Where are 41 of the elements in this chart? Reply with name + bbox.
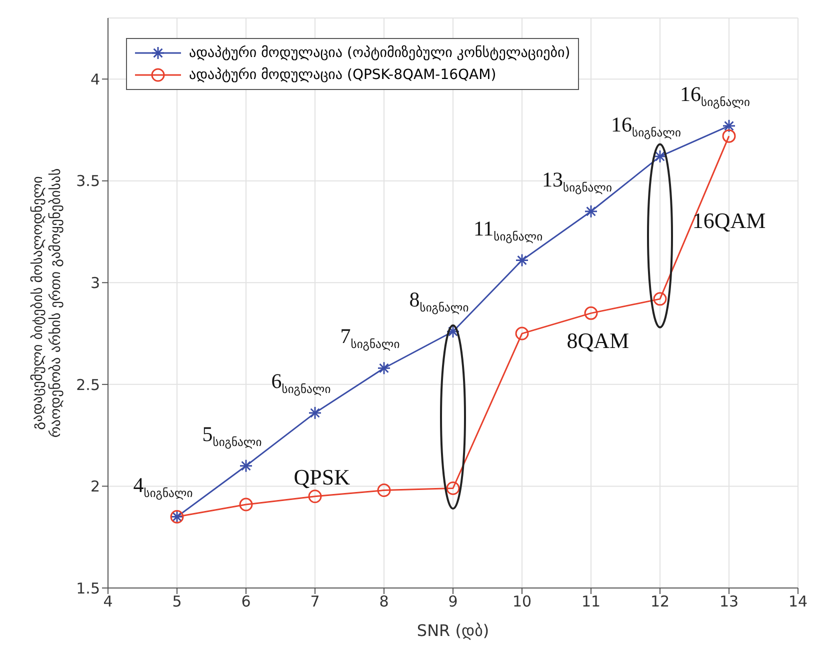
legend-label: ადაპტური მოდულაცია (ოპტიმიზებული კონსტელაციები): [189, 44, 570, 63]
x-tick-label: 13: [719, 592, 739, 611]
annotation: 8QAM: [566, 328, 630, 353]
point: [239, 498, 253, 512]
y-axis-title: გადაცემული ბიტების მოსალოდნელი რაოდენობა არხის ერთი გამოყენებისას: [30, 168, 64, 438]
annotation: 8$_{სიგნალი}$: [409, 287, 469, 315]
y-tick-label: 1.5: [76, 579, 100, 598]
annotation: 13$_{სიგნალი}$: [542, 167, 612, 195]
annotation: 4$_{სიგნალი}$: [133, 472, 193, 500]
point: [308, 490, 322, 504]
x-tick-label: 11: [581, 592, 601, 611]
x-tick-label: 7: [310, 592, 320, 611]
x-tick-label: 14: [788, 592, 808, 611]
y-tick-label: 3: [90, 274, 100, 292]
x-tick-label: 6: [241, 592, 251, 611]
annotation: QPSK: [294, 464, 350, 490]
point: [584, 306, 598, 320]
y-tick-label: 4: [90, 70, 100, 88]
annotation: 11$_{სიგნალი}$: [473, 216, 543, 244]
y-tick-label: 2.5: [76, 376, 100, 394]
point: [515, 326, 529, 340]
x-tick-label: 9: [448, 592, 458, 611]
annotation: 16QAM: [692, 208, 766, 234]
point: [446, 482, 460, 495]
y-tick-label: 2: [90, 478, 100, 496]
legend-label: ადაპტური მოდულაცია (QPSK-8QAM-16QAM): [189, 66, 496, 85]
point: [722, 129, 736, 143]
x-tick-label: 12: [650, 592, 670, 611]
annotation: 7$_{სიგნალი}$: [340, 324, 400, 352]
annotation: 16$_{სიგნალი}$: [680, 82, 750, 110]
y-tick-label: 3.5: [76, 172, 100, 190]
point: [653, 292, 667, 306]
x-tick-label: 10: [512, 592, 532, 611]
annotation: 5$_{სიგნალი}$: [202, 422, 262, 450]
x-axis-title: SNR (დბ): [416, 621, 490, 640]
x-tick-label: 4: [103, 592, 113, 611]
point: [377, 484, 391, 498]
annotation: 16$_{სიგნალი}$: [611, 112, 681, 140]
x-tick-label: 5: [172, 592, 182, 611]
x-tick-label: 8: [379, 592, 389, 611]
annotation: 6$_{სიგნალი}$: [271, 368, 331, 396]
